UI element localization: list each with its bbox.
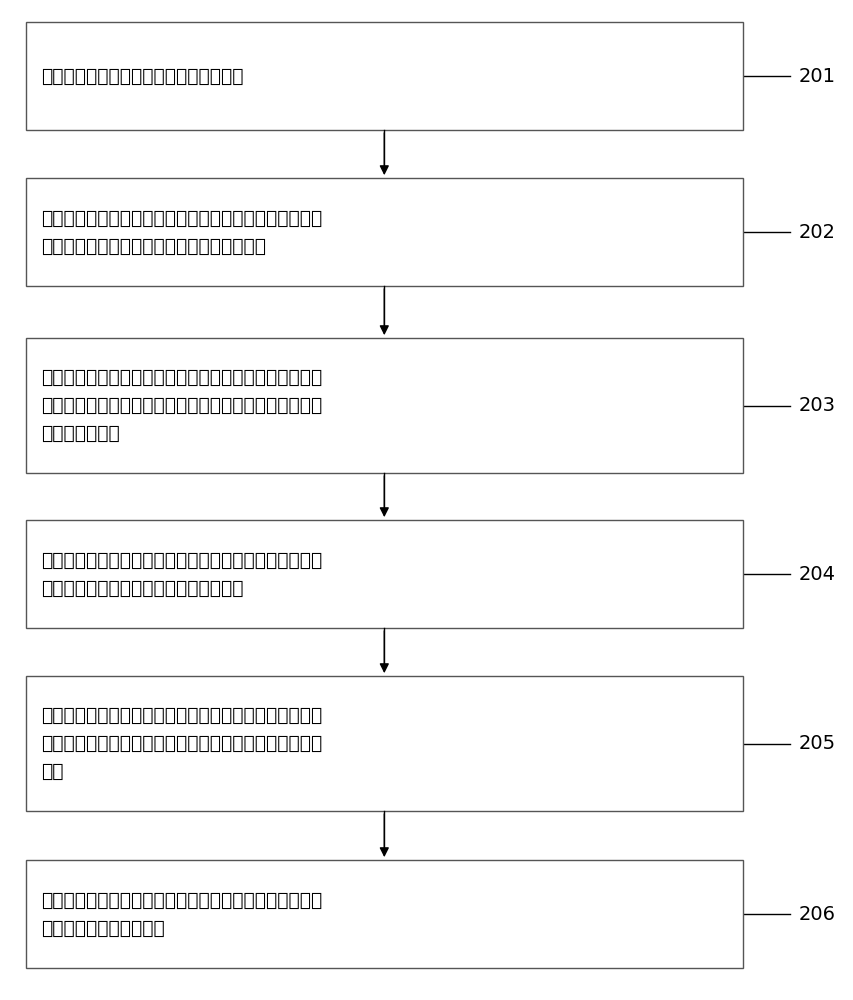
Text: 202: 202	[798, 223, 834, 241]
Text: 印刷第一导电层，于所述第一绝缘油墨层上印刷所述第一
导电层并使所述第一导电层与所述导电块至少具有一个接
触面: 印刷第一导电层，于所述第一绝缘油墨层上印刷所述第一 导电层并使所述第一导电层与所…	[41, 706, 322, 781]
Text: 获得一侧表面设置有第一导电薄膜的基板: 获得一侧表面设置有第一导电薄膜的基板	[41, 66, 243, 86]
Bar	[26, 520, 742, 628]
Text: 蚀刻线路，采用蚀刻工艺于所述第一导电薄膜外表面上对
应于所述触控区域印刷所述第一触控线路: 蚀刻线路，采用蚀刻工艺于所述第一导电薄膜外表面上对 应于所述触控区域印刷所述第一…	[41, 551, 322, 598]
Bar	[26, 178, 742, 286]
Bar	[26, 338, 742, 473]
Text: 204: 204	[798, 565, 834, 584]
Bar	[26, 860, 742, 968]
Bar	[26, 676, 742, 811]
Text: 203: 203	[798, 396, 834, 415]
Bar	[26, 22, 742, 130]
Text: 206: 206	[798, 904, 834, 924]
Text: 205: 205	[798, 734, 834, 753]
Text: 印刷导电块，于所述第一绝缘油墨层靠所述触控区域的位
置处的所述第一导电薄膜上印刷与所述第一绝缘油墨层颜
色相同的导电块: 印刷导电块，于所述第一绝缘油墨层靠所述触控区域的位 置处的所述第一导电薄膜上印刷…	[41, 368, 322, 443]
Text: 印制第一绝缘油墨层，于所述基板的第一导电薄膜上对应
于所述非触控区域的位置印制第一绝缘油墨层: 印制第一绝缘油墨层，于所述基板的第一导电薄膜上对应 于所述非触控区域的位置印制第…	[41, 209, 322, 255]
Text: 印刷第二绝缘油墨层，于所述导电块及所述第一导电层外
表面印刷第二绝缘油墨层: 印刷第二绝缘油墨层，于所述导电块及所述第一导电层外 表面印刷第二绝缘油墨层	[41, 890, 322, 938]
Text: 201: 201	[798, 66, 834, 86]
